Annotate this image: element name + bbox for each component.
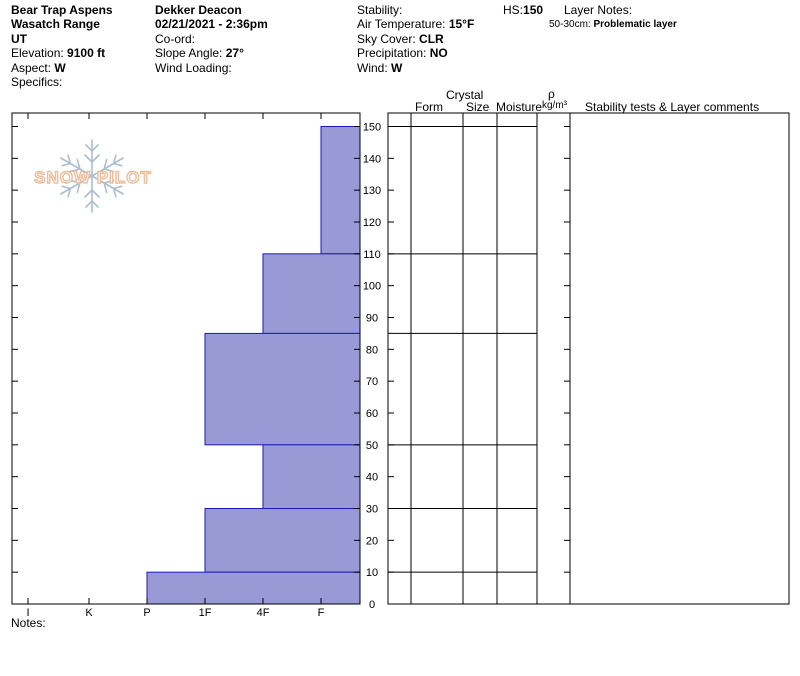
specifics-label: Specifics: bbox=[11, 75, 63, 89]
hs-field: HS:150 bbox=[503, 3, 543, 17]
elevation-value: 9100 ft bbox=[67, 46, 106, 60]
precip-label: Precipitation: bbox=[357, 46, 427, 60]
depth-tick-label: 90 bbox=[366, 313, 378, 325]
comments-header: Stability tests & Layer comments bbox=[585, 100, 760, 114]
depth-tick-label: 130 bbox=[363, 185, 381, 197]
logo-text: SNOW PILOT bbox=[34, 168, 152, 187]
depth-tick-label: 110 bbox=[363, 249, 381, 261]
hardness-tick-label: 1F bbox=[199, 607, 212, 619]
aspect-field: Aspect: W bbox=[11, 61, 66, 75]
size-header: Size bbox=[466, 100, 490, 114]
layer-notes-label: Layer Notes: bbox=[564, 3, 633, 17]
location-name: Bear Trap Aspens bbox=[11, 3, 113, 17]
hardness-frame bbox=[11, 112, 361, 605]
aspect-value: W bbox=[54, 61, 66, 75]
hardness-layer-bar bbox=[146, 571, 361, 605]
depth-tick-label: 0 bbox=[369, 599, 375, 611]
elevation-label: Elevation: bbox=[11, 46, 64, 60]
aspect-label: Aspect: bbox=[11, 61, 52, 75]
layer-row-lines bbox=[388, 126, 537, 573]
hardness-tick-label: 4F bbox=[257, 607, 270, 619]
air-temp-field: Air Temperature: 15°F bbox=[357, 17, 474, 31]
layer-note: 50-30cm: Problematic layer bbox=[549, 18, 677, 32]
observer-name: Dekker Deacon bbox=[155, 3, 242, 17]
depth-tick-label: 40 bbox=[366, 472, 378, 484]
hs-label: HS: bbox=[503, 3, 524, 17]
depth-tick-label: 10 bbox=[366, 567, 378, 579]
depth-tick-label: 30 bbox=[366, 504, 378, 516]
sky-label: Sky Cover: bbox=[357, 32, 416, 46]
depth-tick-label: 100 bbox=[363, 281, 381, 293]
hardness-axis-ticks bbox=[27, 113, 322, 604]
depth-tick-label: 60 bbox=[366, 408, 378, 420]
hardness-layer-bar bbox=[204, 508, 361, 573]
wind-label: Wind: bbox=[357, 61, 388, 75]
form-header: Form bbox=[415, 100, 443, 114]
depth-tick-label: 150 bbox=[363, 122, 381, 134]
depth-tick-label: 140 bbox=[363, 153, 381, 165]
stability-label: Stability: bbox=[357, 3, 403, 17]
density-unit-header: kg/m³ bbox=[542, 100, 567, 111]
hardness-layer-bar bbox=[320, 126, 361, 255]
sky-field: Sky Cover: CLR bbox=[357, 32, 444, 46]
wind-value: W bbox=[391, 61, 403, 75]
depth-tick-label: 70 bbox=[366, 376, 378, 388]
hardness-axis-labels: I K P 1F 4F F bbox=[26, 607, 324, 619]
hardness-tick-label: F bbox=[318, 607, 325, 619]
notes-label: Notes: bbox=[11, 616, 46, 630]
state-name: UT bbox=[11, 32, 27, 46]
wind-field: Wind: W bbox=[357, 61, 402, 75]
hardness-tick-label: P bbox=[143, 607, 150, 619]
slope-field: Slope Angle: 27° bbox=[155, 46, 244, 60]
depth-tick-label: 20 bbox=[366, 535, 378, 547]
hardness-layer-bar bbox=[204, 332, 361, 446]
air-temp-label: Air Temperature: bbox=[357, 17, 446, 31]
hardness-tick-label: K bbox=[85, 607, 93, 619]
crystal-table bbox=[387, 112, 790, 605]
layer-note-range: 50-30cm: bbox=[549, 19, 591, 30]
moisture-header: Moisture bbox=[496, 100, 543, 114]
hardness-layers bbox=[146, 126, 361, 605]
rho-header: ρ bbox=[548, 87, 555, 101]
hardness-layer-bar bbox=[262, 253, 361, 334]
hardness-tick-label: I bbox=[26, 607, 29, 619]
depth-tick-label: 80 bbox=[366, 344, 378, 356]
depth-tick-label: 120 bbox=[363, 217, 381, 229]
table-frame bbox=[387, 112, 790, 605]
depth-axis: 0 10 20 30 40 50 60 70 80 90 100 110 120 130 140 150 bbox=[12, 122, 394, 611]
coord-label: Co-ord: bbox=[155, 32, 196, 46]
hardness-layer-bar bbox=[262, 444, 361, 510]
precip-value: NO bbox=[429, 46, 448, 60]
elevation-field: Elevation: 9100 ft bbox=[11, 46, 105, 60]
snowpilot-logo: SNOW PILOT bbox=[33, 139, 152, 213]
air-temp-value: 15°F bbox=[448, 17, 475, 31]
layer-note-text: Problematic layer bbox=[593, 19, 677, 30]
crystal-header: Crystal bbox=[446, 88, 484, 102]
slope-value: 27° bbox=[225, 46, 244, 60]
wind-loading-label: Wind Loading: bbox=[155, 61, 232, 75]
hs-value: 150 bbox=[523, 3, 544, 17]
density-ticks bbox=[564, 126, 570, 605]
observation-datetime: 02/21/2021 - 2:36pm bbox=[155, 17, 268, 31]
sky-value: CLR bbox=[419, 32, 444, 46]
slope-label: Slope Angle: bbox=[155, 46, 223, 60]
precip-field: Precipitation: NO bbox=[357, 46, 448, 60]
range-name: Wasatch Range bbox=[11, 17, 100, 31]
snowflake-icon bbox=[56, 139, 128, 213]
depth-tick-label: 50 bbox=[366, 440, 378, 452]
